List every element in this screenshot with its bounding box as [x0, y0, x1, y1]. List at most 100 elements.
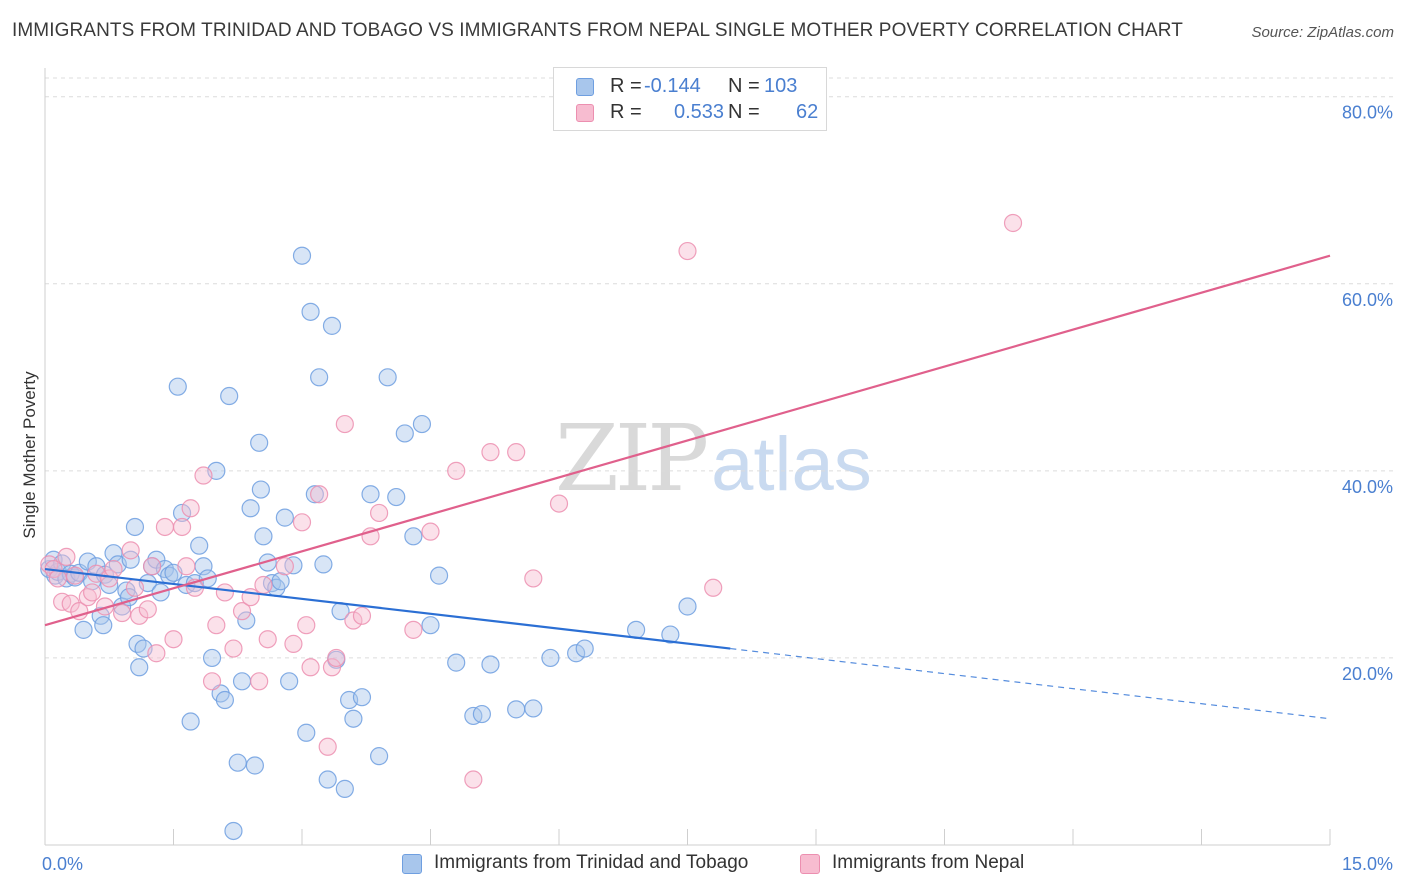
data-point: [387, 487, 406, 507]
data-point: [305, 485, 324, 504]
y-tick-label: 40.0%: [1342, 477, 1393, 497]
data-point: [524, 569, 543, 588]
x-tick-label: 0.0%: [42, 854, 83, 874]
series-nepal-points: [40, 213, 1023, 789]
data-point: [507, 443, 526, 462]
data-point: [250, 672, 269, 691]
data-point: [112, 603, 132, 623]
data-point: [541, 648, 560, 668]
series-trinidad-points: [40, 246, 697, 841]
data-point: [181, 712, 200, 731]
tick-labels: 20.0% 40.0% 60.0% 80.0% 0.0% 15.0%: [42, 103, 1393, 874]
data-point: [245, 756, 264, 775]
legend-r-value: 0.533: [674, 101, 725, 123]
data-point: [241, 499, 260, 518]
data-point: [130, 658, 149, 677]
data-point: [172, 503, 192, 523]
y-tick-label: 60.0%: [1342, 290, 1393, 310]
data-point: [297, 616, 316, 635]
data-point: [549, 494, 569, 513]
data-point: [344, 709, 363, 728]
y-tick-label: 20.0%: [1342, 664, 1393, 684]
data-point: [271, 572, 290, 591]
data-point: [232, 602, 252, 621]
data-point: [447, 653, 466, 672]
data-point: [292, 513, 312, 532]
legend-swatch-trinidad: [576, 78, 594, 96]
data-point: [94, 616, 113, 635]
data-point: [215, 690, 234, 710]
data-point: [258, 630, 277, 649]
legend-swatch-nepal: [576, 104, 594, 122]
data-point: [121, 550, 140, 569]
data-point: [412, 414, 432, 434]
data-point: [447, 461, 466, 480]
data-point: [626, 620, 646, 639]
legend-swatch-trinidad: [402, 854, 422, 874]
data-point: [194, 466, 213, 485]
data-point: [70, 602, 89, 621]
data-point: [395, 424, 414, 443]
data-point: [57, 547, 76, 567]
data-point: [1003, 213, 1023, 233]
legend-swatch-nepal: [800, 854, 820, 874]
legend-n-value: 62: [796, 101, 819, 123]
data-point: [352, 688, 372, 707]
data-point: [310, 368, 329, 387]
legend-r-label: R =: [610, 75, 642, 97]
data-point: [678, 597, 697, 616]
data-point: [48, 569, 67, 588]
data-point: [164, 630, 183, 649]
legend-n-label: N =: [728, 75, 760, 97]
data-point: [404, 620, 423, 639]
data-point: [327, 648, 346, 668]
data-point: [168, 377, 187, 396]
chart-title: IMMIGRANTS FROM TRINIDAD AND TOBAGO VS I…: [12, 20, 1183, 41]
data-point: [524, 699, 543, 718]
data-point: [155, 517, 175, 537]
data-point: [224, 821, 243, 841]
data-point: [177, 557, 196, 576]
trend-lines: [44, 254, 1331, 720]
data-point: [567, 644, 586, 663]
data-point: [344, 611, 363, 630]
data-point: [190, 536, 209, 555]
data-point: [378, 368, 397, 387]
data-point: [202, 648, 222, 668]
data-point: [254, 527, 273, 546]
trend-line-trinidad-extension: [730, 647, 1331, 720]
watermark-zip: ZIP: [555, 405, 709, 512]
data-point: [125, 578, 145, 597]
trend-line-trinidad: [44, 567, 731, 650]
data-point: [335, 414, 354, 434]
data-point: [301, 302, 320, 321]
data-point: [370, 747, 389, 766]
data-point: [65, 566, 85, 585]
data-point: [421, 522, 440, 541]
y-axis-label: Single Mother Poverty: [20, 371, 39, 539]
data-point: [464, 770, 483, 789]
watermark-logo: ZIPatlas: [555, 405, 872, 512]
data-point: [678, 241, 697, 261]
data-point: [172, 517, 192, 537]
data-point: [237, 611, 256, 630]
axes: [44, 68, 1331, 846]
data-point: [575, 639, 594, 658]
data-point: [74, 620, 93, 639]
data-point: [292, 246, 312, 265]
legend-label-nepal: Immigrants from Nepal: [832, 852, 1025, 873]
data-point: [83, 583, 102, 602]
data-point: [142, 557, 162, 576]
data-point: [280, 672, 299, 691]
data-point: [228, 753, 247, 772]
data-point: [275, 508, 294, 527]
data-point: [301, 658, 320, 677]
data-point: [125, 517, 145, 537]
data-point: [232, 672, 252, 691]
data-point: [352, 606, 372, 625]
data-point: [507, 700, 526, 719]
data-point: [421, 616, 440, 635]
data-point: [202, 672, 222, 691]
data-point: [254, 575, 273, 595]
y-tick-label: 80.0%: [1342, 103, 1393, 123]
